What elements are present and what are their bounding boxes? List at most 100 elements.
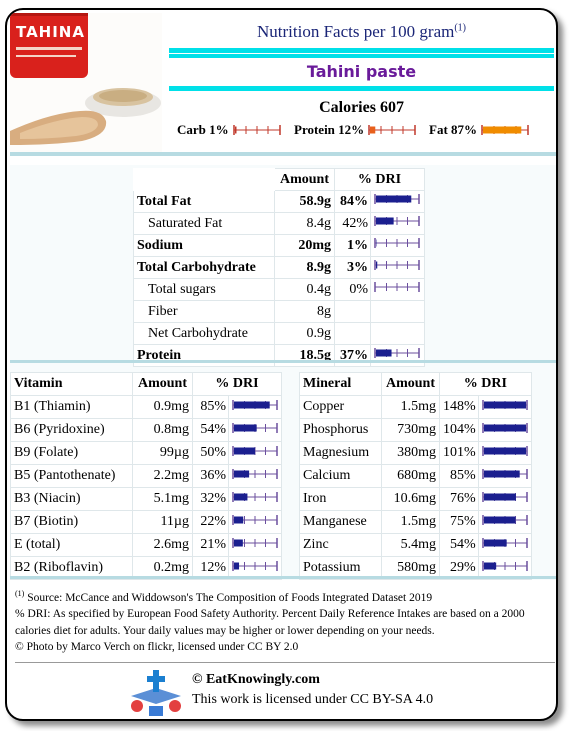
nutrient-dri-bar-cell — [370, 256, 425, 279]
mineral-row: Phosphorus 730mg 104% — [299, 418, 532, 442]
nutrient-name: Saturated Fat — [133, 212, 275, 235]
section-divider — [10, 152, 556, 156]
nutrient-dri-pct: 0% — [334, 278, 371, 301]
macro-carb: Carb 1% — [177, 122, 281, 138]
vitamin-dri-bar — [232, 468, 278, 479]
mineral-dri-pct: 148% — [439, 395, 479, 419]
mineral-amount: 5.4mg — [381, 533, 440, 557]
footer-divider — [15, 662, 555, 663]
vitamin-name: B3 (Niacin) — [10, 487, 133, 511]
mineral-row: Zinc 5.4mg 54% — [299, 533, 532, 557]
vitamin-dri-bar — [232, 537, 278, 548]
vitamin-amount: 0.9mg — [132, 395, 193, 419]
nutrient-name: Sodium — [133, 234, 275, 257]
nutrient-dri-bar-cell — [370, 322, 425, 345]
nutrition-card: TAHINA Nutrition Facts per 100 gram(1) T… — [5, 8, 558, 721]
mineral-amount: 730mg — [381, 418, 440, 442]
vitamin-dri-bar-cell — [228, 464, 282, 488]
mineral-name: Copper — [299, 395, 382, 419]
vitamin-row: B5 (Pantothenate) 2.2mg 36% — [10, 464, 282, 488]
mineral-dri-pct: 101% — [439, 441, 479, 465]
vitamin-amount: 99µg — [132, 441, 193, 465]
mineral-name: Manganese — [299, 510, 382, 534]
nutrient-dri-bar — [374, 194, 420, 204]
mineral-dri-bar — [481, 491, 528, 502]
nutrient-dri-bar — [374, 348, 420, 358]
vitamin-dri-bar-cell — [228, 441, 282, 465]
mineral-row: Manganese 1.5mg 75% — [299, 510, 532, 534]
vitamin-dri-pct: 21% — [192, 533, 229, 557]
macro-carb-bar — [232, 124, 281, 136]
nutrient-row: Sodium 20mg 1% — [133, 234, 425, 257]
title-bottom-line — [169, 54, 554, 58]
macro-protein-label: Protein 12% — [294, 122, 365, 137]
tahini-photo-illustration — [10, 13, 162, 153]
mineral-dri-bar — [481, 422, 528, 433]
mineral-dri-pct: 85% — [439, 464, 479, 488]
macro-protein-bar — [368, 124, 417, 136]
mineral-dri-bar — [481, 537, 528, 548]
mineral-amount: 1.5mg — [381, 395, 440, 419]
jar-label: TAHINA — [16, 23, 85, 41]
mineral-dri-pct: 104% — [439, 418, 479, 442]
footnotes: (1) Source: McCance and Widdowson's The … — [15, 586, 555, 656]
nutrient-amount: 8.9g — [274, 256, 335, 279]
nutrient-row: Net Carbohydrate 0.9g — [133, 322, 425, 345]
macro-protein: Protein 12% — [294, 122, 417, 138]
nutrient-dri-bar — [374, 238, 420, 248]
photo-credit: © Photo by Marco Verch on flickr, licens… — [15, 641, 299, 654]
dri-note: % DRI: As specified by European Food Saf… — [15, 608, 525, 637]
mineral-dri-bar — [481, 560, 528, 571]
food-photo: TAHINA — [10, 13, 162, 153]
nutrient-dri-pct: 3% — [334, 256, 371, 279]
nutrient-dri-bar — [374, 260, 420, 270]
nutrient-dri-pct: 42% — [334, 212, 371, 235]
calories-label: Calories 607 — [319, 99, 404, 116]
vitamin-dri-bar — [232, 399, 278, 410]
mineral-dri-bar-cell — [477, 464, 532, 488]
vitamin-dri-pct: 22% — [192, 510, 229, 534]
nutrient-amount: 0.9g — [274, 322, 335, 345]
vitamin-dri-bar-cell — [228, 395, 282, 419]
vitamin-dri-bar-cell — [228, 533, 282, 557]
mineral-dri-bar — [481, 514, 528, 525]
nutrient-dri-bar-cell — [370, 234, 425, 257]
nutrient-name: Protein — [133, 344, 275, 367]
vitamin-amount: 2.2mg — [132, 464, 193, 488]
vitamin-amount: 2.6mg — [132, 533, 193, 557]
vitamin-dri-bar — [232, 491, 278, 502]
nutrient-row: Total sugars 0.4g 0% — [133, 278, 425, 301]
vitamin-name: B7 (Biotin) — [10, 510, 133, 534]
nutrient-name: Fiber — [133, 300, 275, 323]
food-underline — [169, 86, 554, 91]
mineral-name: Iron — [299, 487, 382, 511]
mineral-amount: 1.5mg — [381, 510, 440, 534]
nutrient-name: Net Carbohydrate — [133, 322, 275, 345]
nutrient-dri-bar — [374, 216, 420, 226]
nutrient-name: Total Fat — [133, 190, 275, 213]
section-divider-3 — [10, 576, 556, 579]
vitamin-dri-pct: 32% — [192, 487, 229, 511]
mineral-dri-pct: 76% — [439, 487, 479, 511]
mineral-dri-bar — [481, 445, 528, 456]
vitamin-name: B1 (Thiamin) — [10, 395, 133, 419]
nutrient-amount: 8.4g — [274, 212, 335, 235]
nutrient-dri-bar-cell — [370, 212, 425, 235]
mineral-row: Copper 1.5mg 148% — [299, 395, 532, 419]
mineral-dri-pct: 75% — [439, 510, 479, 534]
nutrient-dri-bar-cell — [370, 278, 425, 301]
page-title: Nutrition Facts per 100 gram(1) — [256, 22, 467, 41]
mineral-name: Zinc — [299, 533, 382, 557]
nutrient-row: Protein 18.5g 37% — [133, 344, 425, 367]
mineral-row: Magnesium 380mg 101% — [299, 441, 532, 465]
mineral-dri-bar-cell — [477, 418, 532, 442]
vitamin-col-header: Vitamin — [10, 372, 133, 396]
mineral-dri-pct: 54% — [439, 533, 479, 557]
mineral-amount: 10.6mg — [381, 487, 440, 511]
vitamin-dri-bar — [232, 422, 278, 433]
vitamin-dri-bar — [232, 514, 278, 525]
nutrient-dri-bar — [374, 282, 420, 292]
vitamin-dri-pct: 85% — [192, 395, 229, 419]
macro-fat-bar — [481, 124, 530, 136]
mineral-amount: 680mg — [381, 464, 440, 488]
